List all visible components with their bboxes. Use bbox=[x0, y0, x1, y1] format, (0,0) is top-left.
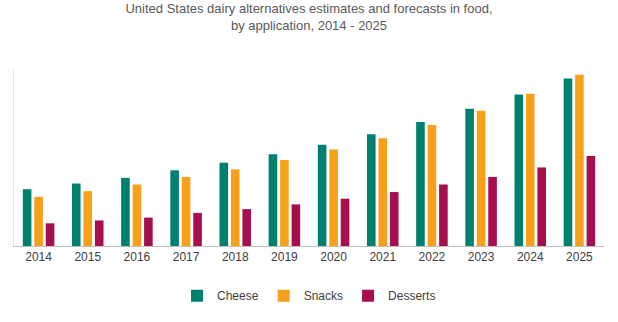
svg-text:2018: 2018 bbox=[222, 250, 249, 264]
svg-text:2024: 2024 bbox=[517, 250, 544, 264]
svg-text:Snacks: Snacks bbox=[304, 289, 343, 303]
svg-text:Desserts: Desserts bbox=[388, 289, 435, 303]
svg-text:2017: 2017 bbox=[173, 250, 200, 264]
svg-text:Cheese: Cheese bbox=[217, 289, 259, 303]
svg-text:2016: 2016 bbox=[124, 250, 151, 264]
svg-text:2021: 2021 bbox=[369, 250, 396, 264]
svg-text:2020: 2020 bbox=[320, 250, 347, 264]
svg-text:United States dairy alternativ: United States dairy alternatives estimat… bbox=[125, 1, 492, 33]
svg-text:2015: 2015 bbox=[74, 250, 101, 264]
svg-text:2014: 2014 bbox=[25, 250, 52, 264]
svg-text:2025: 2025 bbox=[566, 250, 593, 264]
svg-text:2022: 2022 bbox=[419, 250, 446, 264]
svg-text:2019: 2019 bbox=[271, 250, 298, 264]
svg-text:2023: 2023 bbox=[468, 250, 495, 264]
